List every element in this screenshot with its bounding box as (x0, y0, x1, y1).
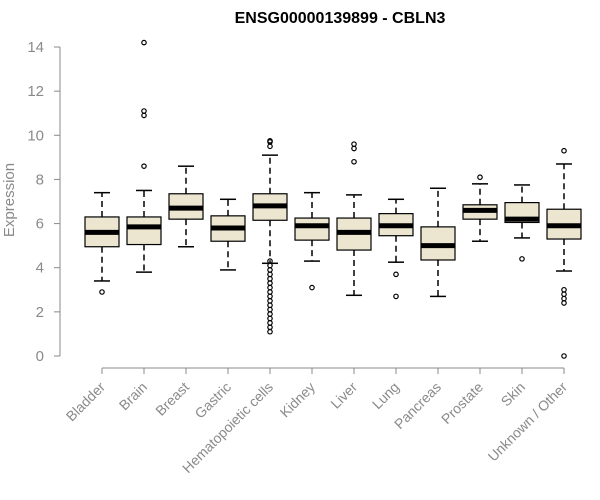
box-pancreas (420, 187, 456, 298)
box-unknown-other (546, 147, 582, 359)
outlier-point (267, 311, 273, 317)
outlier-point (99, 289, 105, 295)
outlier-point (267, 267, 273, 273)
outlier-point (561, 295, 567, 302)
outlier-point (309, 284, 315, 291)
x-tick-label: Prostate (438, 379, 486, 427)
box-iqr (126, 216, 162, 246)
outlier-point (141, 112, 147, 119)
y-tick-label: 6 (36, 216, 44, 233)
outlier-point (267, 324, 273, 331)
box-prostate (462, 174, 498, 242)
box-iqr (294, 217, 330, 241)
x-tick-label: Liver (327, 379, 360, 412)
outlier-point (561, 291, 567, 298)
outlier-point (267, 143, 273, 150)
outlier-point (351, 145, 357, 152)
outlier-point (561, 300, 567, 306)
outlier-point (267, 293, 273, 300)
y-tick-label: 14 (27, 39, 44, 56)
y-tick-label: 4 (36, 260, 44, 277)
x-tick-label: Unknown / Other (485, 379, 571, 465)
y-tick-label: 2 (36, 304, 44, 321)
box-hematopoietic-cells (252, 138, 288, 335)
y-tick-label: 10 (27, 127, 44, 144)
boxes-group (84, 39, 582, 359)
x-tick-label: Lung (369, 379, 402, 412)
x-tick-label: Skin (498, 379, 529, 410)
y-tick-label: 8 (36, 171, 44, 188)
outlier-point (267, 328, 273, 335)
box-bladder (84, 191, 120, 295)
outlier-point (393, 293, 399, 300)
outlier-point (351, 158, 357, 165)
outlier-point (141, 163, 147, 169)
outlier-point (561, 286, 567, 293)
outlier-point (561, 353, 567, 359)
box-brain (126, 39, 162, 273)
outlier-point (351, 141, 357, 147)
x-tick-label: Pancreas (391, 379, 444, 432)
chart-title: ENSG00000139899 - CBLN3 (235, 10, 446, 27)
box-gastric (210, 198, 246, 271)
outlier-point (267, 315, 273, 322)
outlier-point (267, 320, 273, 326)
outlier-point (267, 280, 273, 286)
outlier-point (267, 298, 273, 304)
x-tick-label: Brain (116, 379, 150, 413)
outlier-point (519, 256, 525, 262)
outlier-point (267, 271, 273, 278)
x-tick-label: Kidney (277, 379, 319, 421)
outlier-point (267, 289, 273, 295)
outlier-point (393, 271, 399, 278)
outlier-point (267, 284, 273, 291)
box-breast (168, 165, 204, 248)
outlier-point (141, 108, 147, 114)
y-tick-label: 12 (27, 83, 44, 100)
outlier-point (267, 302, 273, 309)
outlier-point (561, 147, 567, 154)
outlier-point (267, 306, 273, 313)
box-skin (504, 184, 540, 262)
box-liver (336, 141, 372, 297)
y-axis: 0 2 4 6 8 10 12 14 (27, 39, 61, 365)
y-tick-label: 0 (36, 348, 44, 365)
box-kidney (294, 191, 330, 291)
outlier-point (141, 39, 147, 46)
outlier-point (267, 275, 273, 282)
outlier-point (267, 138, 273, 144)
outlier-point (477, 174, 483, 181)
y-axis-label: Expression (1, 163, 18, 237)
x-tick-label: Bladder (63, 379, 109, 425)
x-tick-label: Breast (152, 379, 192, 419)
box-lung (378, 198, 414, 300)
